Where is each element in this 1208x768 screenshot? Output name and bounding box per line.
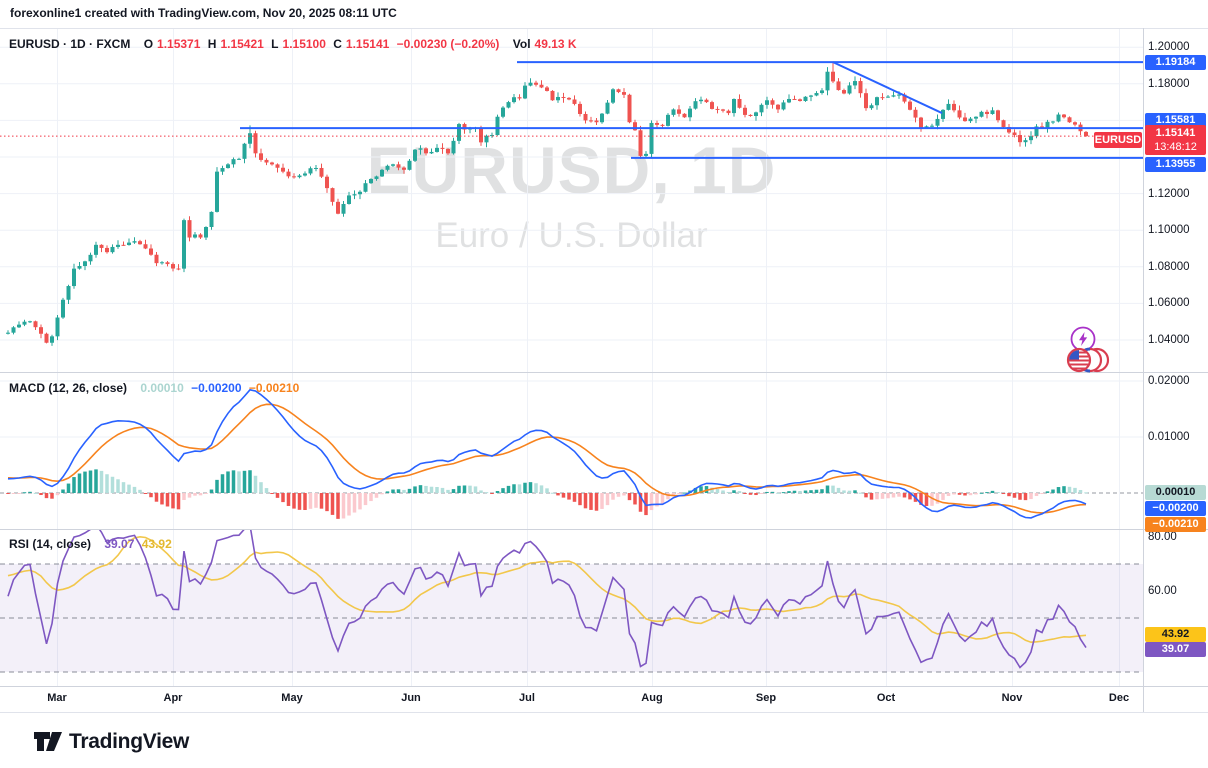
current-price-value: 1.15141	[1155, 127, 1196, 140]
footer: TradingView	[0, 713, 1208, 768]
macd-title[interactable]: MACD (12, 26, close)	[9, 381, 128, 395]
support-price-badge-lower: 1.13955	[1145, 156, 1206, 172]
rsi-ma-badge-label: 43.92	[1161, 627, 1190, 640]
low-value: 1.15100	[282, 37, 326, 51]
macd-histogram-badge-label: 0.00010	[1155, 485, 1196, 498]
rsi-value: 39.07	[104, 537, 135, 551]
low-label: L	[271, 37, 279, 51]
macd-hist-value: 0.00010	[140, 381, 184, 395]
open-label: O	[143, 37, 154, 51]
time-axis-label-mar: Mar	[47, 692, 67, 704]
resistance-price-label: 1.19184	[1155, 55, 1196, 68]
symbol-price-tag: EURUSD	[1094, 132, 1142, 149]
price-tick-label: 1.12000	[1148, 187, 1190, 200]
macd-tick-label: 0.01000	[1148, 431, 1190, 443]
rsi-badge-label: 39.07	[1161, 642, 1190, 655]
resistance-price-badge: 1.19184	[1145, 54, 1206, 70]
support-lower-price-label: 1.13955	[1155, 157, 1196, 170]
tradingview-logo[interactable]: TradingView	[33, 729, 189, 755]
tradingview-logo-text: TradingView	[69, 730, 190, 753]
price-tick-label: 1.04000	[1148, 334, 1190, 346]
macd-signal-badge: −0.00210	[1145, 516, 1206, 532]
price-tick-label: 1.10000	[1148, 224, 1190, 237]
volume-label: Vol	[512, 37, 531, 51]
time-axis-label-may: May	[281, 692, 303, 704]
time-axis-label-oct: Oct	[876, 692, 896, 704]
rsi-title[interactable]: RSI (14, close)	[9, 537, 92, 551]
price-tick-label: 1.18000	[1148, 77, 1190, 90]
rsi-ma-value: 43.92	[141, 537, 172, 551]
time-axis-label-dec: Dec	[1108, 692, 1130, 704]
bar-countdown: 13:48:12	[1154, 141, 1197, 154]
close-value: 1.15141	[345, 37, 390, 51]
rsi-ma-badge: 43.92	[1145, 626, 1206, 642]
macd-legend[interactable]: MACD (12, 26, close) 0.00010 −0.00200 −0…	[9, 381, 303, 395]
main-legend[interactable]: EURUSD · 1D · FXCM O 1.15371 H 1.15421 L 1.…	[9, 37, 581, 51]
tradingview-logo-glyph	[34, 732, 62, 751]
high-label: H	[207, 37, 217, 51]
time-axis-label-apr: Apr	[163, 692, 183, 704]
macd-line-badge-label: −0.00200	[1152, 501, 1199, 514]
close-label: C	[333, 37, 342, 51]
open-value: 1.15371	[157, 37, 201, 51]
support-upper-price-label: 1.15581	[1155, 113, 1196, 126]
price-tick-label: 1.06000	[1148, 297, 1190, 310]
time-axis-label-nov: Nov	[1001, 692, 1023, 704]
rsi-badge: 39.07	[1145, 641, 1206, 657]
macd-signal-badge-label: −0.00210	[1152, 517, 1199, 530]
current-price-badge: 1.15141 13:48:12	[1145, 125, 1206, 156]
time-axis-label-jun: Jun	[401, 692, 421, 704]
symbol-title[interactable]: EURUSD · 1D · FXCM	[9, 37, 131, 51]
macd-histogram-badge: 0.00010	[1145, 484, 1206, 500]
macd-line-badge: −0.00200	[1145, 500, 1206, 516]
price-tick-label: 1.20000	[1148, 41, 1190, 54]
price-tick-label: 1.08000	[1148, 260, 1190, 273]
support-price-badge-upper: 1.15581	[1145, 112, 1206, 128]
macd-signal-value: −0.00210	[248, 381, 300, 395]
attribution-text: forexonline1 created with TradingView.co…	[10, 6, 397, 20]
volume-value: 49.13 K	[534, 37, 577, 51]
macd-line-value: −0.00200	[191, 381, 242, 395]
rsi-tick-label: 60.00	[1148, 585, 1177, 597]
macd-tick-label: 0.02000	[1148, 375, 1190, 387]
change-value: −0.00230 (−0.20%)	[396, 37, 500, 51]
high-value: 1.15421	[220, 37, 264, 51]
rsi-legend[interactable]: RSI (14, close) 39.07 43.92	[9, 537, 176, 551]
time-axis-label-sep: Sep	[755, 692, 777, 704]
rsi-tick-label: 80.00	[1148, 531, 1177, 543]
time-axis-label-jul: Jul	[519, 692, 535, 704]
eurusd-pair-flags-icon	[1066, 347, 1110, 373]
time-axis-label-aug: Aug	[641, 692, 663, 704]
